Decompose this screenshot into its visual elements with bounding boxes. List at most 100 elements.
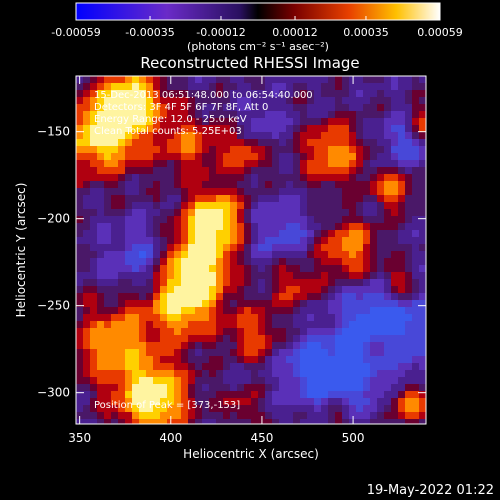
heatmap-cell (279, 216, 286, 223)
heatmap-cell (244, 153, 251, 160)
heatmap-cell (209, 391, 216, 398)
heatmap-cell (321, 391, 328, 398)
heatmap-cell (419, 139, 426, 146)
heatmap-cell (111, 209, 118, 216)
heatmap-cell (97, 146, 104, 153)
heatmap-cell (384, 314, 391, 321)
heatmap-cell (370, 244, 377, 251)
heatmap-cell (83, 251, 90, 258)
heatmap-cell (328, 356, 335, 363)
heatmap-cell (223, 314, 230, 321)
heatmap-cell (237, 272, 244, 279)
heatmap-cell (258, 153, 265, 160)
heatmap-cell (139, 216, 146, 223)
heatmap-cell (160, 83, 167, 90)
heatmap-cell (342, 398, 349, 405)
heatmap-cell (405, 335, 412, 342)
heatmap-cell (321, 300, 328, 307)
heatmap-cell (97, 314, 104, 321)
heatmap-cell (286, 230, 293, 237)
heatmap-cell (83, 132, 90, 139)
heatmap-cell (76, 342, 83, 349)
heatmap-cell (272, 111, 279, 118)
heatmap-cell (363, 307, 370, 314)
heatmap-cell (321, 223, 328, 230)
heatmap-cell (230, 391, 237, 398)
heatmap-cell (279, 321, 286, 328)
heatmap-cell (412, 230, 419, 237)
heatmap-cell (293, 412, 300, 419)
heatmap-cell (398, 363, 405, 370)
heatmap-cell (111, 104, 118, 111)
heatmap-cell (272, 370, 279, 377)
heatmap-cell (391, 83, 398, 90)
heatmap-cell (181, 160, 188, 167)
heatmap-cell (412, 209, 419, 216)
heatmap-cell (132, 370, 139, 377)
heatmap-cell (356, 321, 363, 328)
heatmap-cell (328, 202, 335, 209)
heatmap-cell (349, 412, 356, 419)
heatmap-cell (293, 419, 300, 424)
x-tick-label: 400 (159, 431, 182, 445)
heatmap-cell (412, 272, 419, 279)
heatmap-cell (188, 377, 195, 384)
heatmap-cell (132, 272, 139, 279)
heatmap-cell (391, 272, 398, 279)
heatmap-cell (272, 307, 279, 314)
heatmap-cell (216, 209, 223, 216)
heatmap-cell (167, 209, 174, 216)
heatmap-cell (328, 97, 335, 104)
heatmap-cell (195, 202, 202, 209)
heatmap-cell (377, 251, 384, 258)
heatmap-cell (321, 286, 328, 293)
heatmap-cell (405, 384, 412, 391)
heatmap-cell (76, 83, 83, 90)
heatmap-cell (139, 286, 146, 293)
heatmap-cell (202, 146, 209, 153)
heatmap-cell (195, 391, 202, 398)
heatmap-cell (90, 363, 97, 370)
heatmap-cell (412, 335, 419, 342)
heatmap-cell (328, 342, 335, 349)
heatmap-cell (356, 286, 363, 293)
heatmap-cell (209, 405, 216, 412)
heatmap-cell (419, 419, 426, 424)
heatmap-cell (307, 97, 314, 104)
heatmap-cell (300, 174, 307, 181)
heatmap-cell (307, 398, 314, 405)
heatmap-cell (90, 146, 97, 153)
heatmap-cell (146, 153, 153, 160)
heatmap-cell (314, 104, 321, 111)
heatmap-cell (230, 202, 237, 209)
heatmap-cell (377, 146, 384, 153)
heatmap-cell (307, 335, 314, 342)
heatmap-cell (153, 412, 160, 419)
heatmap-cell (412, 83, 419, 90)
heatmap-cell (356, 356, 363, 363)
heatmap-cell (251, 265, 258, 272)
heatmap-cell (209, 223, 216, 230)
heatmap-cell (160, 349, 167, 356)
heatmap-cell (153, 132, 160, 139)
heatmap-cell (300, 76, 307, 83)
heatmap-cell (300, 167, 307, 174)
heatmap-cell (104, 412, 111, 419)
heatmap-cell (279, 335, 286, 342)
heatmap-cell (272, 153, 279, 160)
heatmap-cell (237, 405, 244, 412)
heatmap-cell (363, 258, 370, 265)
heatmap-cell (76, 398, 83, 405)
heatmap-cell (307, 370, 314, 377)
heatmap-cell (90, 412, 97, 419)
heatmap-cell (160, 265, 167, 272)
heatmap-cell (125, 321, 132, 328)
heatmap-cell (335, 83, 342, 90)
heatmap-cell (111, 314, 118, 321)
heatmap-cell (146, 230, 153, 237)
heatmap-cell (132, 419, 139, 424)
heatmap-cell (405, 279, 412, 286)
heatmap-cell (342, 216, 349, 223)
heatmap-cell (153, 90, 160, 97)
heatmap-cell (307, 202, 314, 209)
